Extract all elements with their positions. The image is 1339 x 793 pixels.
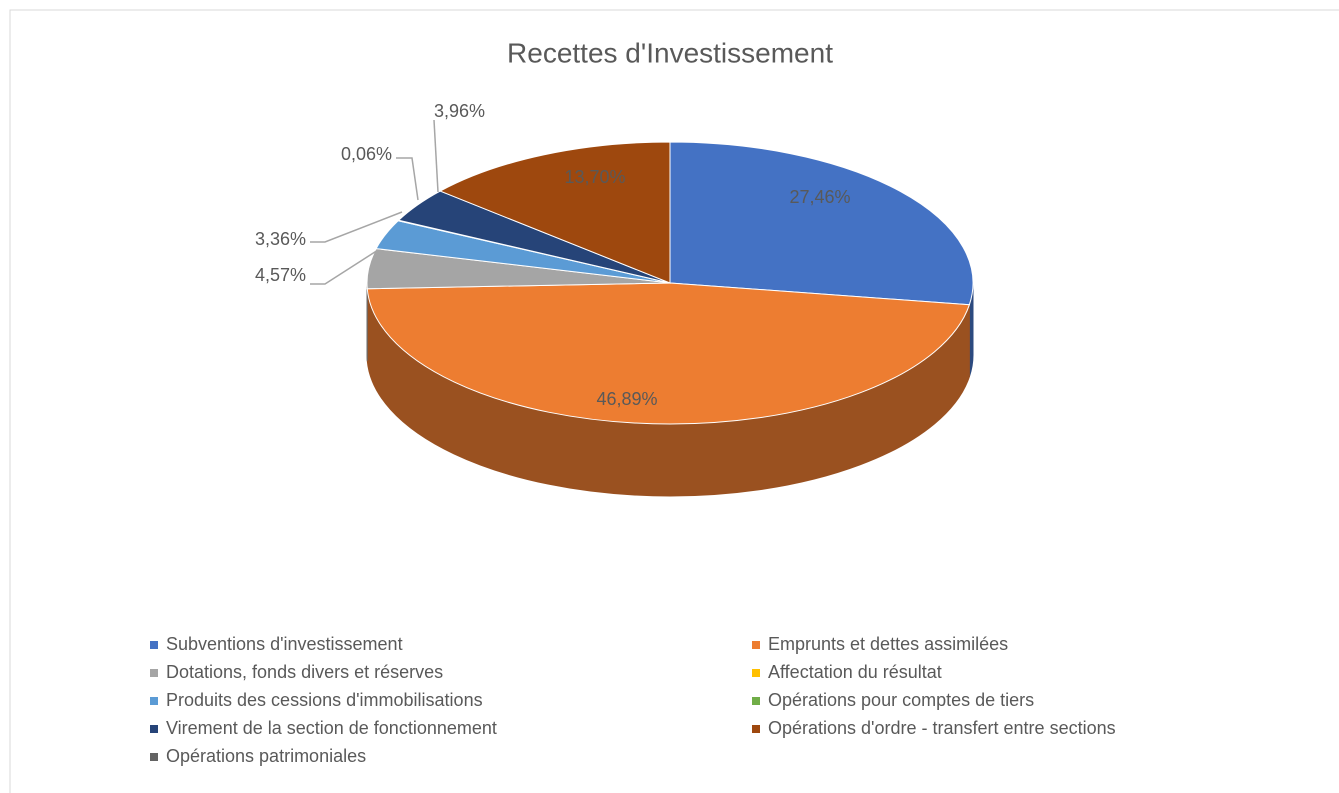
legend-label: Affectation du résultat <box>768 662 942 682</box>
slice <box>366 282 971 425</box>
legend-label: Opérations d'ordre - transfert entre sec… <box>768 718 1116 738</box>
legend-label: Virement de la section de fonctionnement <box>166 718 497 738</box>
data-label: 3,36% <box>255 229 306 249</box>
legend-marker <box>752 725 760 733</box>
legend-marker <box>752 641 760 649</box>
leader-line <box>310 249 379 285</box>
legend-label: Dotations, fonds divers et réserves <box>166 662 443 682</box>
legend-marker <box>150 725 158 733</box>
data-label: 3,96% <box>434 101 485 121</box>
leader-line <box>433 119 439 193</box>
leader-line <box>310 211 403 243</box>
data-label: 0,06% <box>341 144 392 164</box>
legend-marker <box>752 697 760 705</box>
legend-marker <box>150 641 158 649</box>
data-label: 13,70% <box>564 167 625 187</box>
data-label: 4,57% <box>255 265 306 285</box>
slice <box>669 141 974 306</box>
chart-title: Recettes d'Investissement <box>507 37 833 68</box>
legend-marker <box>150 697 158 705</box>
legend-marker <box>150 669 158 677</box>
legend-label: Produits des cessions d'immobilisations <box>166 690 483 710</box>
legend-label: Opérations patrimoniales <box>166 746 366 766</box>
leader-line <box>396 157 419 201</box>
slice <box>439 141 671 284</box>
data-label: 46,89% <box>596 389 657 409</box>
legend-marker <box>752 669 760 677</box>
legend-marker <box>150 753 158 761</box>
data-label: 27,46% <box>789 187 850 207</box>
legend-label: Subventions d'investissement <box>166 634 403 654</box>
legend-label: Opérations pour comptes de tiers <box>768 690 1034 710</box>
legend-label: Emprunts et dettes assimilées <box>768 634 1008 654</box>
